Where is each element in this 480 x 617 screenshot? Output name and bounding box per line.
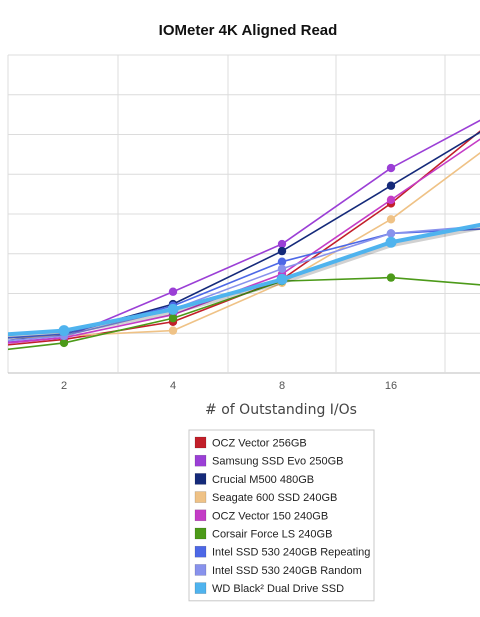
legend-swatch (194, 491, 207, 503)
data-point (276, 273, 288, 285)
legend-swatch (194, 564, 207, 576)
data-point (168, 314, 178, 323)
legend-swatch (194, 436, 207, 449)
series-line (8, 130, 480, 346)
x-axis-label: # of Outstanding I/Os (205, 402, 357, 418)
data-point (386, 181, 396, 190)
series-8 (8, 222, 480, 340)
legend-label: Samsung SSD Evo 250GB (212, 456, 343, 468)
legend-swatch (194, 454, 207, 467)
chart-title: IOMeter 4K Aligned Read (159, 22, 338, 39)
data-point (277, 246, 287, 256)
x-tick-label: 16 (385, 380, 397, 392)
data-point (277, 264, 287, 273)
x-axis-ticks: 2 4 8 16 (61, 380, 397, 392)
data-point (168, 326, 178, 335)
legend-label: Seagate 600 SSD 240GB (212, 492, 337, 504)
x-tick-label: 4 (170, 380, 176, 392)
data-point (386, 273, 396, 282)
data-point (167, 303, 179, 315)
series-line (8, 225, 480, 342)
series-line (8, 131, 480, 342)
legend-swatch (194, 582, 207, 594)
data-point (168, 287, 178, 296)
legend-swatch (194, 473, 207, 485)
series-line (8, 119, 480, 344)
data-point (386, 163, 396, 173)
legend-label: WD Black² Dual Drive SSD (212, 583, 344, 595)
data-point (59, 338, 69, 348)
legend-label: Crucial M500 480GB (212, 474, 314, 486)
legend-box (188, 429, 375, 602)
legend-label: Intel SSD 530 240GB Repeating (212, 547, 370, 559)
legend-swatch (194, 509, 207, 522)
legend-swatch (194, 545, 207, 558)
x-tick-label: 2 (61, 380, 67, 392)
legend-label: Intel SSD 530 240GB Random (212, 565, 362, 577)
series-2 (8, 131, 480, 342)
series-line (8, 222, 480, 337)
data-point (385, 236, 397, 248)
series-1 (8, 119, 480, 344)
data-point (58, 325, 70, 337)
x-tick-label: 8 (279, 380, 285, 392)
data-point (277, 239, 287, 249)
legend: OCZ Vector 256GB Samsung SSD Evo 250GB Cru… (188, 429, 375, 602)
series-layer (8, 119, 480, 351)
data-point (386, 195, 396, 205)
grid (7, 54, 480, 374)
legend-swatch (194, 527, 207, 540)
series-5 (8, 273, 480, 351)
series-line (8, 151, 480, 339)
legend-label: Corsair Force LS 240GB (212, 529, 332, 541)
data-point (386, 229, 396, 238)
series-line (8, 276, 480, 351)
legend-label: OCZ Vector 256GB (212, 438, 307, 450)
data-point (277, 257, 287, 266)
legend-label: OCZ Vector 150 240GB (212, 510, 328, 522)
data-point (386, 215, 396, 224)
